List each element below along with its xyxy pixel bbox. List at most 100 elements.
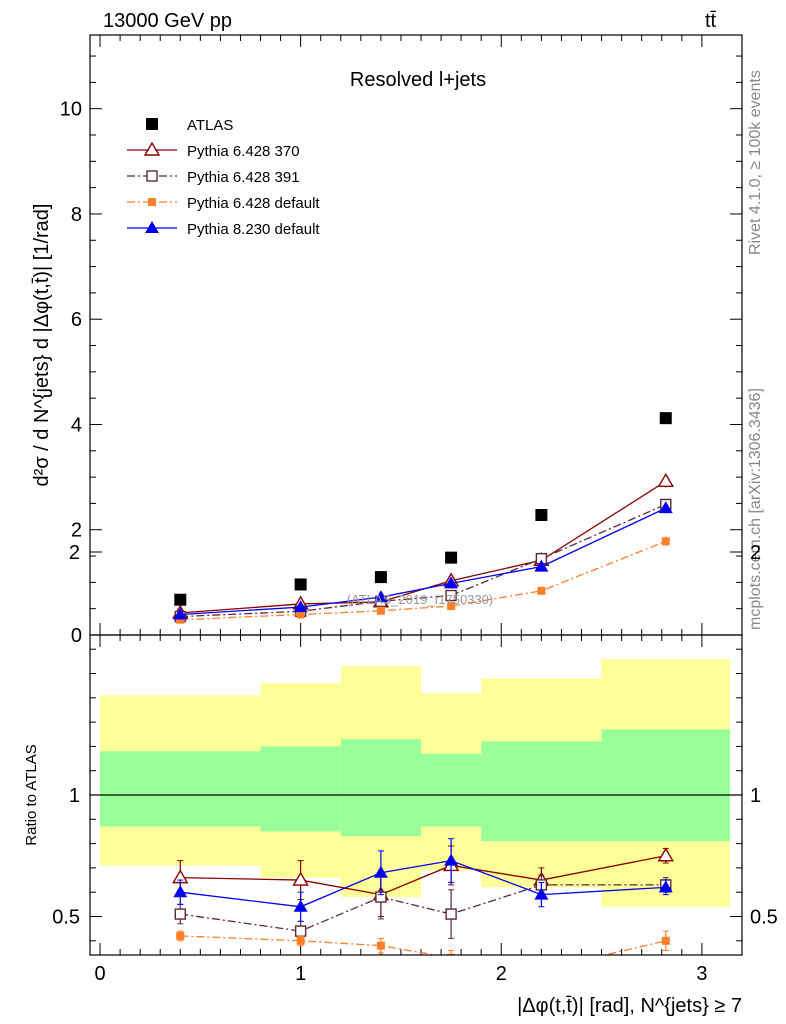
main-y-tick-label: 8 — [71, 204, 82, 226]
ratio-series-pythia-8-230-default — [173, 838, 673, 922]
series-line — [180, 503, 667, 618]
process-label: tt̄ — [705, 10, 717, 32]
ratio-data-point — [661, 936, 670, 945]
data-point — [445, 589, 457, 602]
series-pythia-8-230-default — [173, 501, 673, 620]
ratio-y-axis-label: Ratio to ATLAS — [23, 744, 40, 845]
ratio-data-point — [537, 966, 545, 974]
legend-marker — [143, 141, 161, 156]
data-point — [373, 590, 388, 603]
data-point — [296, 610, 305, 619]
data-point — [174, 593, 187, 606]
uncertainty-band-inner — [481, 741, 602, 842]
legend-entry-label: Pythia 8.230 default — [187, 221, 320, 238]
x-tick-label: 2 — [496, 963, 507, 985]
legend-entry-label: Pythia 6.428 370 — [187, 143, 300, 160]
uncertainty-band-inner — [421, 753, 482, 827]
ratio-data-point — [445, 908, 457, 920]
uncertainty-band-inner — [260, 746, 341, 832]
analysis-watermark: (ATLAS_2019_I1750330) — [347, 592, 493, 607]
ratio-y-tick-label-right: 0.5 — [750, 907, 778, 929]
ratio-data-point — [292, 871, 309, 886]
ratio-y-tick-label-right: 2 — [750, 542, 761, 564]
data-point — [294, 578, 307, 591]
ratio-data-point — [293, 899, 308, 912]
ratio-series — [172, 838, 674, 974]
data-point — [176, 615, 185, 624]
main-y-tick-label: 2 — [71, 520, 82, 542]
legend-marker — [145, 221, 159, 233]
series-atlas — [174, 412, 672, 606]
data-point — [537, 586, 546, 595]
uncertainty-band-inner — [340, 739, 422, 837]
series-line — [180, 507, 667, 616]
data-point — [534, 559, 549, 572]
uncertainty-band-inner — [601, 729, 730, 842]
data-point — [659, 412, 672, 425]
legend: ATLAS Pythia 6.428 370 Pythia 6.428 391 Pyt… — [127, 117, 320, 238]
ratio-data-point — [658, 880, 673, 893]
series-line — [180, 540, 667, 621]
data-point — [658, 501, 673, 514]
data-point — [173, 607, 188, 620]
main-y-tick-label: 4 — [71, 414, 82, 436]
x-tick-label: 0 — [94, 963, 105, 985]
data-point — [535, 509, 548, 521]
main-y-tick-label: 6 — [71, 309, 82, 331]
main-y-tick-label: 10 — [60, 99, 82, 121]
data-point — [374, 571, 387, 584]
ratio-data-point — [373, 865, 388, 878]
energy-label: 13000 GeV pp — [103, 10, 232, 32]
source-label: mcplots.cern.ch [arXiv:1306.3436] — [747, 388, 764, 630]
data-point — [447, 602, 456, 611]
main-ticks: 0 2 4 6 8 10 — [60, 35, 742, 647]
ratio-series-line — [180, 859, 666, 908]
ratio-data-point — [296, 936, 305, 945]
ratio-bands — [100, 658, 730, 907]
series-pythia-6-428-default — [176, 536, 670, 624]
ratio-ticks: 0.5 0.5 1 1 2 2 0 1 2 3 — [52, 542, 778, 985]
ratio-y-tick-label: 1 — [69, 785, 80, 807]
ratio-series-line — [180, 935, 666, 955]
ratio-series-pythia-6-428-default — [176, 930, 670, 974]
ratio-data-point — [176, 931, 185, 940]
legend-marker — [146, 170, 158, 182]
main-y-tick-label: 0 — [71, 625, 82, 647]
main-series — [172, 412, 674, 624]
ratio-y-tick-label: 2 — [69, 542, 80, 564]
ratio-y-tick-label: 0.5 — [52, 907, 80, 929]
ratio-data-point — [657, 847, 674, 862]
data-point — [661, 537, 670, 546]
ratio-data-point — [294, 925, 307, 937]
data-point — [293, 600, 308, 613]
main-y-axis-label: d²σ / d N^{jets} d |Δφ(t,t̄)| [1/rad] — [31, 204, 53, 487]
ratio-frame — [89, 634, 743, 956]
data-point — [444, 576, 459, 589]
data-point — [657, 472, 674, 488]
ratio-series-line — [180, 855, 666, 896]
ratio-data-point — [376, 941, 385, 950]
ratio-panel: 0.5 0.5 1 1 2 2 0 1 2 3 Ratio to ATLAS |Δφ(t,t̄)|… — [23, 542, 778, 1017]
legend-marker — [146, 118, 158, 130]
data-point — [376, 606, 385, 615]
ratio-data-point — [174, 908, 186, 920]
ratio-data-point — [173, 885, 188, 898]
series-line — [180, 480, 667, 614]
rivet-version-label: Rivet 4.1.0, ≥ 100k events — [747, 70, 764, 255]
legend-entry-label: Pythia 6.428 default — [187, 195, 320, 212]
main-panel: 0 2 4 6 8 10 Resolved l+jets (ATLAS_2019_I175… — [31, 34, 743, 647]
ratio-data-point — [444, 853, 459, 866]
ratio-series-line — [180, 884, 666, 932]
legend-entry-label: Pythia 6.428 391 — [187, 169, 300, 186]
legend-marker — [148, 198, 156, 206]
x-axis-label: |Δφ(t,t̄)| [rad], N^{jets} ≥ 7 — [517, 995, 742, 1017]
uncertainty-band-inner — [100, 751, 261, 827]
x-tick-label: 1 — [295, 963, 306, 985]
legend-entry-label: ATLAS — [187, 117, 233, 134]
ratio-y-tick-label-right: 1 — [750, 785, 761, 807]
data-point — [445, 551, 458, 564]
ratio-data-point — [534, 887, 549, 900]
main-title: Resolved l+jets — [350, 69, 486, 91]
x-tick-label: 3 — [696, 963, 707, 985]
